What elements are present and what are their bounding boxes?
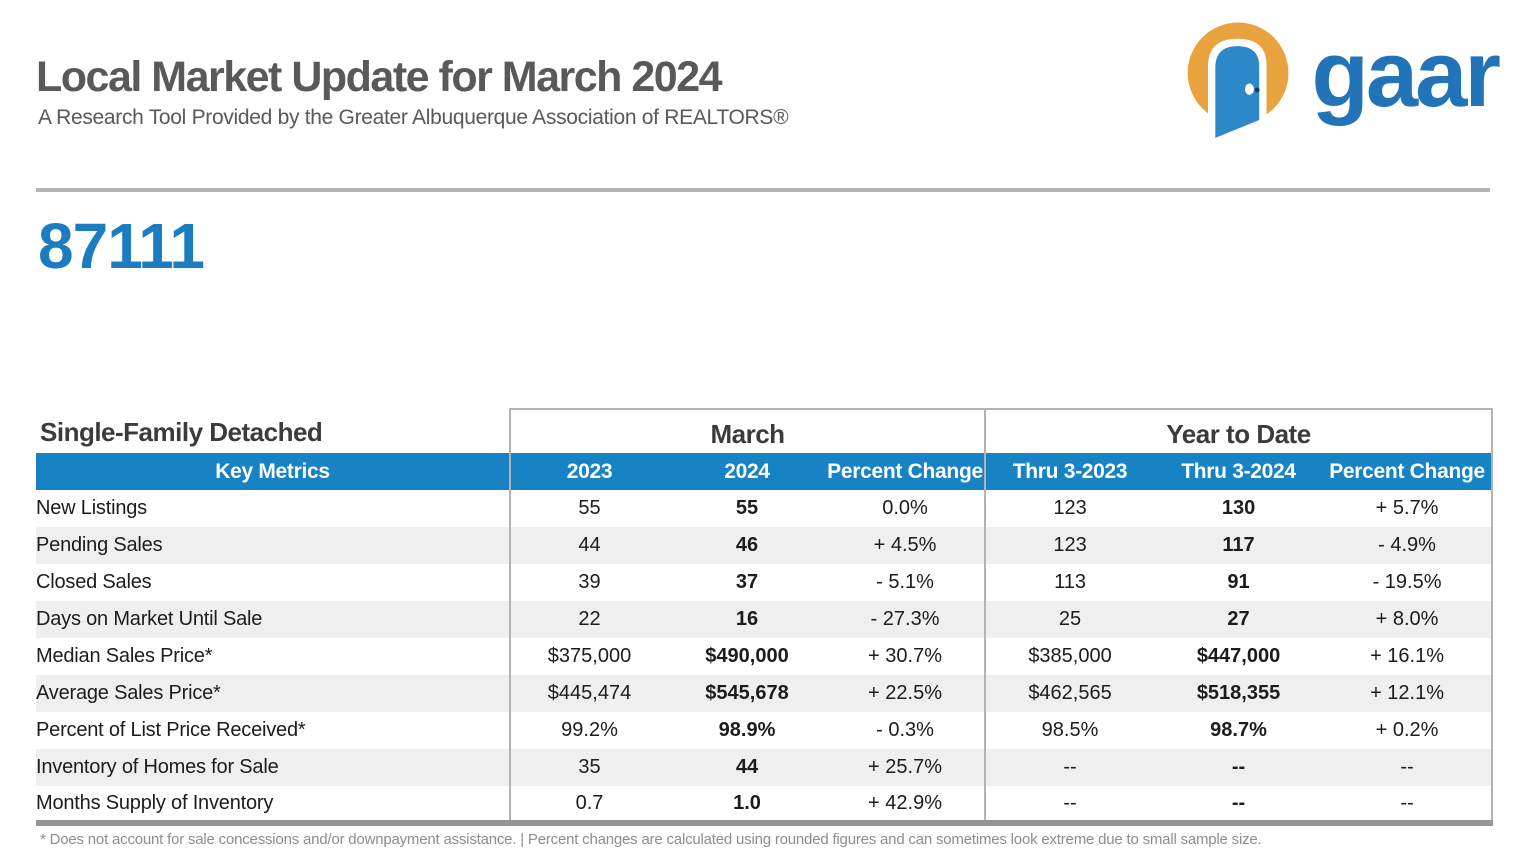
march-2024-cell: 46 bbox=[735, 534, 759, 556]
metric-name-cell: Percent of List Price Received* bbox=[36, 719, 306, 741]
table-row: Inventory of Homes for Sale 35 44 + 25.7… bbox=[36, 749, 1494, 786]
col-header-2023: 2023 bbox=[509, 453, 668, 490]
metric-name-cell: Median Sales Price* bbox=[36, 645, 213, 667]
table-row: Pending Sales 44 46 + 4.5% 123 117 - 4.9… bbox=[36, 527, 1494, 564]
march-2024-cell: 55 bbox=[735, 497, 759, 519]
table-row: Days on Market Until Sale 22 16 - 27.3% … bbox=[36, 601, 1494, 638]
col-header-thru-3-2023: Thru 3-2023 bbox=[984, 453, 1155, 490]
ytd-percent-change-cell: -- bbox=[1323, 749, 1494, 786]
metric-name-cell: Inventory of Homes for Sale bbox=[36, 756, 279, 778]
ytd-2023-cell: 113 bbox=[984, 564, 1155, 601]
ytd-percent-change-cell: - 19.5% bbox=[1323, 564, 1494, 601]
march-2023-cell: $375,000 bbox=[509, 638, 668, 675]
col-header-2024: 2024 bbox=[668, 453, 826, 490]
ytd-2024-cell: -- bbox=[1231, 791, 1246, 814]
gaar-logo: gaar bbox=[1169, 4, 1501, 154]
march-2023-cell: 35 bbox=[509, 749, 668, 786]
march-2023-cell: 55 bbox=[509, 490, 668, 527]
table-body: New Listings 55 55 0.0% 123 130 + 5.7% P… bbox=[36, 490, 1494, 823]
column-header-row: Key Metrics 2023 2024 Percent Change Thr… bbox=[36, 453, 1494, 490]
ytd-2024-cell: -- bbox=[1231, 756, 1246, 778]
col-header-thru-3-2024: Thru 3-2024 bbox=[1154, 453, 1324, 490]
ytd-2024-cell: 117 bbox=[1222, 534, 1255, 556]
march-2024-cell: $545,678 bbox=[705, 682, 789, 704]
ytd-2023-cell: 123 bbox=[984, 527, 1155, 564]
march-percent-change-cell: 0.0% bbox=[882, 497, 928, 519]
col-header-percent-change-ytd: Percent Change bbox=[1323, 453, 1494, 490]
metric-name-cell: Pending Sales bbox=[36, 534, 163, 556]
ytd-2024-cell: $447,000 bbox=[1196, 645, 1281, 667]
march-percent-change-cell: + 4.5% bbox=[873, 534, 937, 556]
table-row: Percent of List Price Received* 99.2% 98… bbox=[36, 712, 1494, 749]
table-row: Months Supply of Inventory 0.7 1.0 + 42.… bbox=[36, 786, 1494, 823]
march-percent-change-cell: + 22.5% bbox=[868, 682, 942, 704]
march-2024-cell: 37 bbox=[735, 571, 759, 593]
metrics-table: Single-Family Detached March Year to Dat… bbox=[36, 408, 1494, 826]
zip-code: 87111 bbox=[38, 210, 205, 282]
ytd-2024-cell: $518,355 bbox=[1196, 682, 1281, 704]
col-header-percent-change-march: Percent Change bbox=[826, 453, 986, 490]
ytd-percent-change-cell: + 16.1% bbox=[1323, 638, 1494, 675]
ytd-2023-cell: 25 bbox=[984, 601, 1155, 638]
ytd-2023-cell: $385,000 bbox=[984, 638, 1155, 675]
march-2023-cell: 39 bbox=[509, 564, 668, 601]
march-2024-cell: 16 bbox=[735, 608, 759, 630]
ytd-percent-change-cell: + 0.2% bbox=[1323, 712, 1494, 749]
ytd-2023-cell: $462,565 bbox=[984, 675, 1155, 712]
table-row: Average Sales Price* $445,474 $545,678 +… bbox=[36, 675, 1494, 712]
table-row: Closed Sales 39 37 - 5.1% 113 91 - 19.5% bbox=[36, 564, 1494, 601]
group-header-ytd: Year to Date bbox=[984, 408, 1494, 453]
footnote: * Does not account for sale concessions … bbox=[40, 831, 1262, 848]
ytd-2024-cell: 27 bbox=[1227, 608, 1250, 630]
march-percent-change-cell: + 25.7% bbox=[868, 756, 942, 778]
march-2023-cell: 0.7 bbox=[509, 786, 668, 823]
metric-name-cell: Closed Sales bbox=[36, 571, 152, 593]
march-2023-cell: 22 bbox=[509, 601, 668, 638]
page-subtitle: A Research Tool Provided by the Greater … bbox=[38, 106, 789, 129]
ytd-percent-change-cell: -- bbox=[1323, 786, 1494, 823]
ytd-percent-change-cell: + 5.7% bbox=[1323, 490, 1494, 527]
group-header-row: Single-Family Detached March Year to Dat… bbox=[36, 408, 1494, 453]
table-row: New Listings 55 55 0.0% 123 130 + 5.7% bbox=[36, 490, 1494, 527]
ytd-2024-cell: 98.7% bbox=[1210, 719, 1267, 741]
metric-name-cell: New Listings bbox=[36, 497, 147, 519]
march-percent-change-cell: + 42.9% bbox=[868, 791, 942, 814]
ytd-percent-change-cell: - 4.9% bbox=[1323, 527, 1494, 564]
ytd-percent-change-cell: + 8.0% bbox=[1323, 601, 1494, 638]
march-2024-cell: 1.0 bbox=[733, 791, 761, 814]
ytd-2024-cell: 130 bbox=[1221, 497, 1256, 519]
key-metrics-header: Key Metrics bbox=[36, 453, 510, 490]
metric-name-cell: Average Sales Price* bbox=[36, 682, 221, 704]
header-divider bbox=[36, 188, 1490, 192]
ytd-2023-cell: -- bbox=[984, 749, 1155, 786]
march-percent-change-cell: - 27.3% bbox=[870, 608, 940, 630]
march-2024-cell: 98.9% bbox=[718, 719, 776, 741]
march-2023-cell: $445,474 bbox=[509, 675, 668, 712]
march-2024-cell: $490,000 bbox=[705, 645, 789, 667]
gaar-wordmark: gaar bbox=[1311, 21, 1501, 126]
march-2023-cell: 44 bbox=[509, 527, 668, 564]
section-title: Single-Family Detached bbox=[36, 409, 510, 453]
march-2023-cell: 99.2% bbox=[509, 712, 668, 749]
ytd-2024-cell: 91 bbox=[1227, 571, 1250, 593]
ytd-2023-cell: 123 bbox=[984, 490, 1155, 527]
table-row: Median Sales Price* $375,000 $490,000 + … bbox=[36, 638, 1494, 675]
door-icon bbox=[1188, 22, 1289, 142]
report-header: Local Market Update for March 2024 A Res… bbox=[0, 0, 1526, 142]
ytd-2023-cell: 98.5% bbox=[984, 712, 1155, 749]
ytd-2023-cell: -- bbox=[984, 786, 1155, 823]
ytd-percent-change-cell: + 12.1% bbox=[1323, 675, 1494, 712]
page-title: Local Market Update for March 2024 bbox=[36, 53, 723, 101]
group-header-march: March bbox=[508, 408, 986, 453]
march-percent-change-cell: - 0.3% bbox=[876, 719, 934, 741]
metric-name-cell: Days on Market Until Sale bbox=[36, 608, 263, 630]
march-2024-cell: 44 bbox=[735, 756, 759, 778]
march-percent-change-cell: + 30.7% bbox=[868, 645, 942, 667]
metric-name-cell: Months Supply of Inventory bbox=[36, 791, 274, 814]
march-percent-change-cell: - 5.1% bbox=[876, 571, 934, 593]
